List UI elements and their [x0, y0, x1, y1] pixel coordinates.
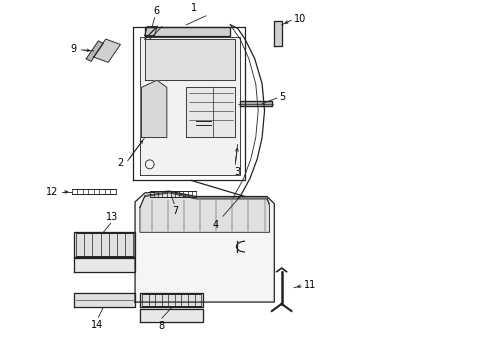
Text: 14: 14 — [91, 320, 103, 330]
Text: 1: 1 — [191, 3, 197, 13]
Text: 4: 4 — [213, 220, 219, 230]
Polygon shape — [145, 39, 235, 80]
Polygon shape — [140, 293, 203, 307]
Polygon shape — [74, 293, 135, 307]
Text: 12: 12 — [46, 186, 58, 197]
Polygon shape — [145, 27, 230, 36]
Text: 6: 6 — [153, 6, 159, 16]
Polygon shape — [145, 27, 157, 36]
Polygon shape — [86, 41, 103, 61]
Polygon shape — [140, 193, 270, 232]
Text: 11: 11 — [304, 280, 316, 290]
Text: 3: 3 — [235, 167, 241, 177]
Polygon shape — [240, 101, 272, 106]
Text: 10: 10 — [294, 14, 306, 24]
Text: 5: 5 — [279, 92, 286, 102]
Polygon shape — [186, 87, 235, 138]
Polygon shape — [140, 309, 203, 322]
Text: 7: 7 — [172, 206, 179, 216]
Text: 2: 2 — [118, 158, 124, 168]
Text: 9: 9 — [70, 45, 76, 54]
Polygon shape — [140, 37, 240, 175]
Polygon shape — [142, 80, 167, 138]
Polygon shape — [74, 232, 135, 257]
Text: 8: 8 — [158, 321, 164, 331]
Text: 13: 13 — [106, 212, 118, 222]
Polygon shape — [74, 258, 135, 272]
Polygon shape — [274, 21, 282, 46]
Polygon shape — [135, 191, 274, 302]
Polygon shape — [94, 39, 121, 62]
